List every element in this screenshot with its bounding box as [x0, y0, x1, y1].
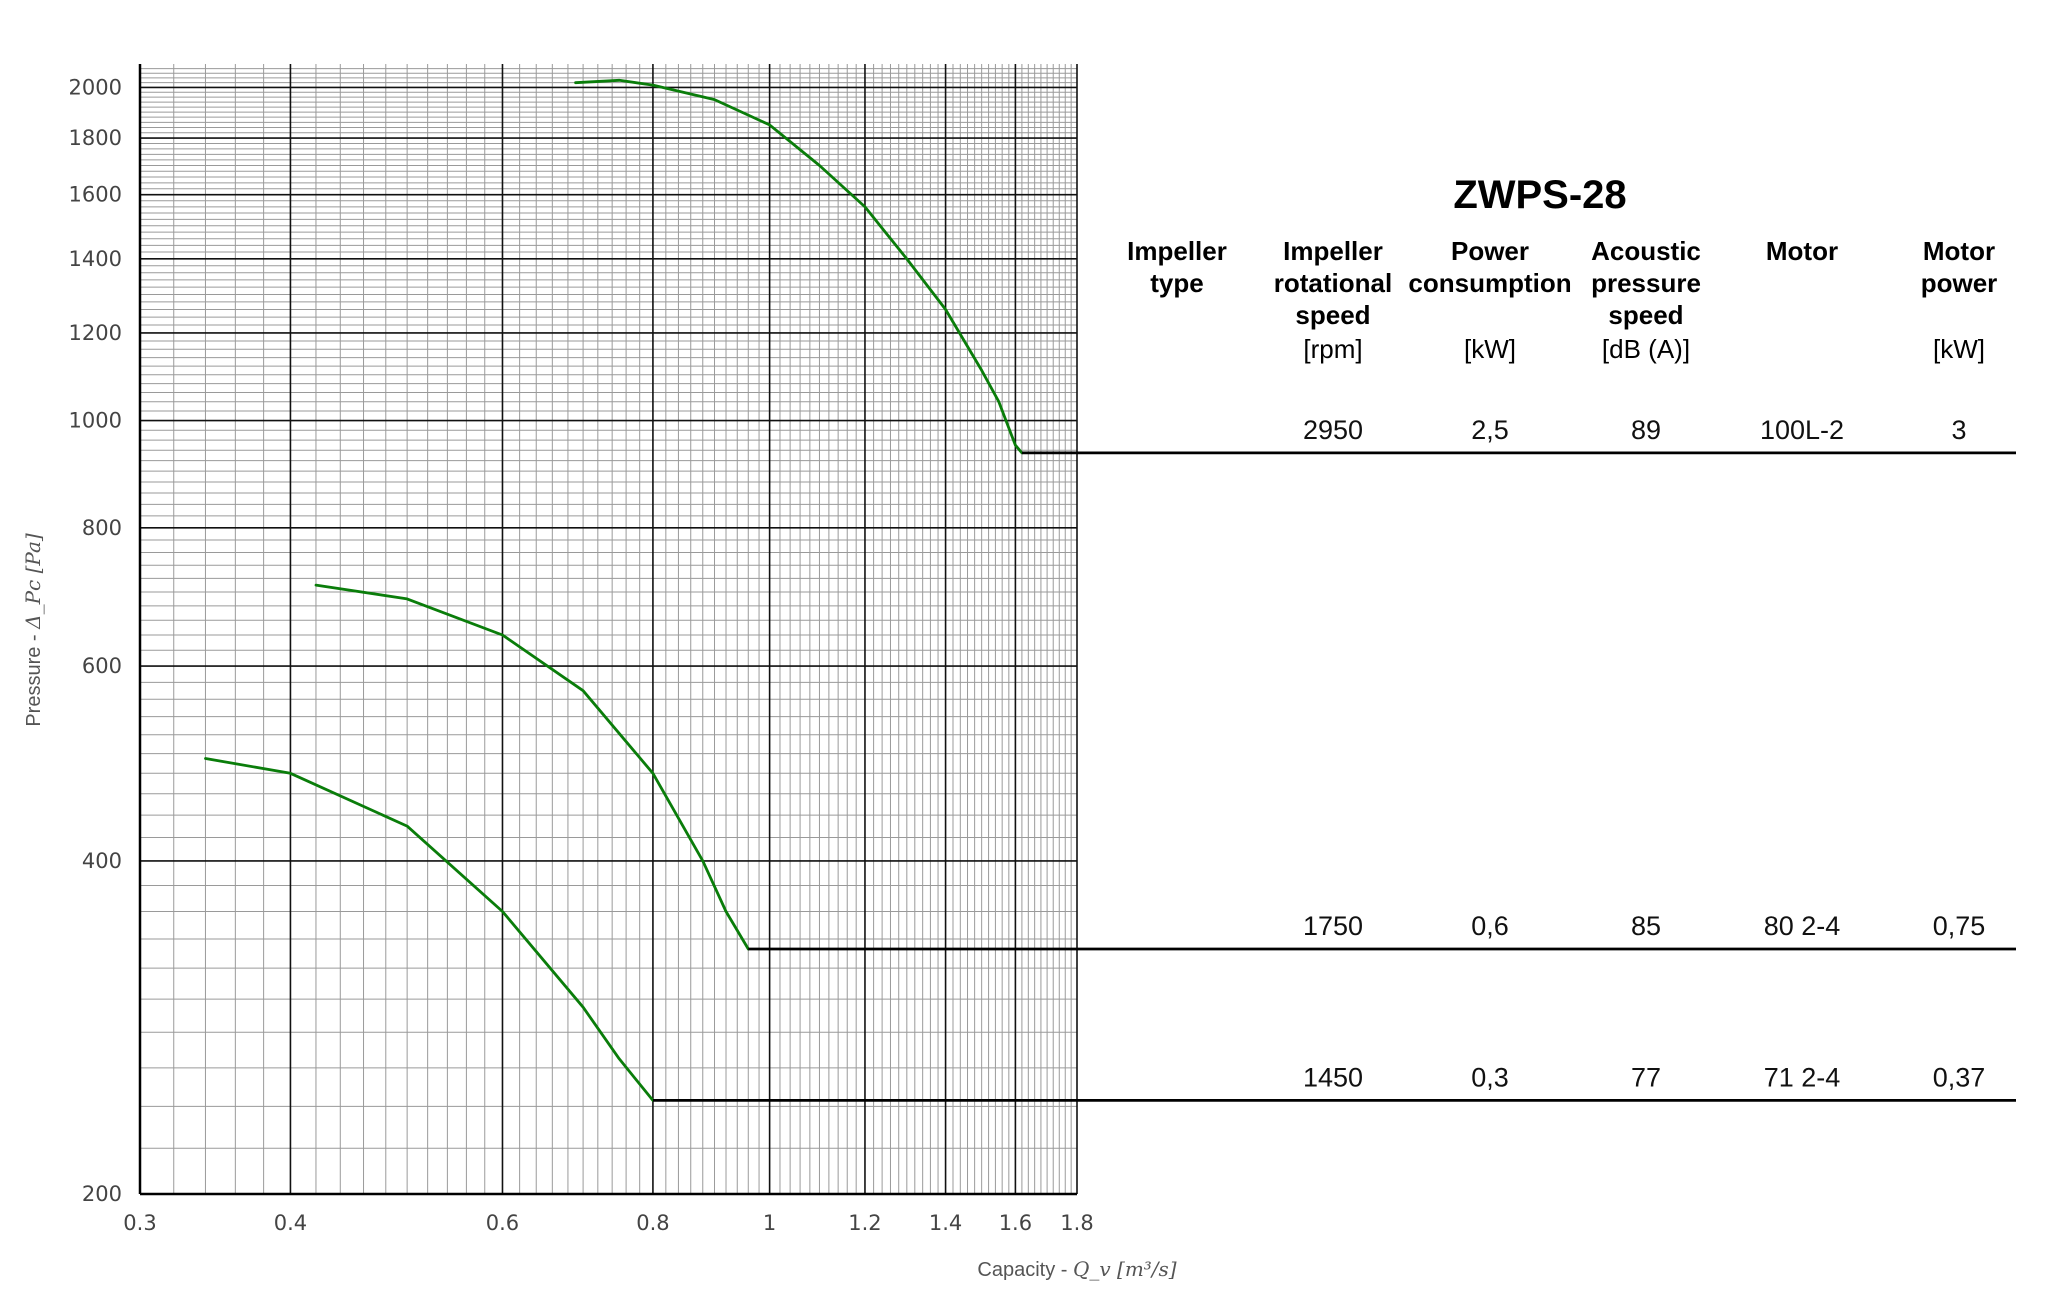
- column-header-line: pressure: [1591, 268, 1701, 298]
- column-header-line: rotational: [1274, 268, 1392, 298]
- y-tick-label: 1400: [69, 247, 122, 271]
- x-axis-title: Capacity - Q_v [m³/s]: [977, 1257, 1176, 1281]
- column-header-line: Power: [1451, 236, 1529, 266]
- table-cell-power: 0,3: [1471, 1062, 1509, 1092]
- y-tick-label: 1800: [69, 126, 122, 150]
- performance-curves: [204, 78, 1024, 1102]
- column-header-line: Motor: [1923, 236, 1995, 266]
- x-tick-label: 1.6: [999, 1211, 1032, 1235]
- x-tick-label: 1.2: [848, 1211, 881, 1235]
- column-header-line: consumption: [1408, 268, 1571, 298]
- x-tick-label: 0.4: [274, 1211, 307, 1235]
- table-cell-power: 0,6: [1471, 911, 1509, 941]
- x-tick-label: 1.8: [1060, 1211, 1093, 1235]
- curve-row-leader-lines: [652, 451, 2016, 1102]
- column-unit: [rpm]: [1303, 334, 1362, 364]
- column-unit: [dB (A)]: [1602, 334, 1690, 364]
- y-tick-label: 400: [82, 849, 122, 873]
- performance-curve: [574, 78, 1024, 455]
- minor-grid: [140, 64, 1077, 1194]
- column-unit: [kW]: [1464, 334, 1516, 364]
- table-cell-motor-power: 0,75: [1933, 911, 1986, 941]
- plot-axes: [138, 64, 1077, 1196]
- y-tick-labels: 200 400 600 800 1000 1200 1400 1600 1800 2000: [69, 75, 122, 1206]
- column-header: Motor: [1766, 236, 1838, 266]
- table-rows: 2950 2,5 89 100L-2 3 1750 0,6 85 80 2-4 0,75 1450 0…: [1303, 415, 1985, 1093]
- table-row: 2950 2,5 89 100L-2 3: [1303, 415, 1967, 445]
- column-header-line: Impeller: [1283, 236, 1383, 266]
- y-tick-label: 1000: [69, 409, 122, 433]
- column-header-line: Motor: [1766, 236, 1838, 266]
- column-header-line: speed: [1295, 300, 1370, 330]
- y-tick-label: 1200: [69, 321, 122, 345]
- performance-curve: [314, 583, 750, 951]
- table-cell-motor: 100L-2: [1760, 415, 1844, 445]
- table-cell-motor-power: 3: [1951, 415, 1966, 445]
- x-tick-label: 0.6: [486, 1211, 519, 1235]
- table-title: ZWPS-28: [1453, 173, 1626, 217]
- table-cell-motor: 71 2-4: [1764, 1062, 1841, 1092]
- x-tick-label: 1.4: [929, 1211, 962, 1235]
- column-header-line: power: [1921, 268, 1998, 298]
- y-tick-label: 200: [82, 1182, 122, 1206]
- table-cell-noise: 77: [1631, 1062, 1661, 1092]
- table-cell-motor: 80 2-4: [1764, 911, 1841, 941]
- table-header: ImpellertypeImpellerrotationalspeed[rpm]…: [1127, 236, 1997, 364]
- column-header-line: type: [1150, 268, 1203, 298]
- table-cell-motor-power: 0,37: [1933, 1062, 1986, 1092]
- column-header-line: Acoustic: [1591, 236, 1701, 266]
- x-tick-label: 1: [763, 1211, 776, 1235]
- table-cell-speed: 2950: [1303, 415, 1363, 445]
- table-cell-noise: 89: [1631, 415, 1661, 445]
- table-row: 1750 0,6 85 80 2-4 0,75: [1303, 911, 1985, 941]
- column-unit: [kW]: [1933, 334, 1985, 364]
- y-tick-label: 800: [82, 516, 122, 540]
- y-axis-title: Pressure - Δ_Pc [Pa]: [21, 533, 45, 727]
- x-tick-labels: 0.3 0.4 0.6 0.8 1 1.2 1.4 1.6 1.8: [123, 1211, 1093, 1235]
- table-row: 1450 0,3 77 71 2-4 0,37: [1303, 1062, 1985, 1092]
- major-grid: [140, 64, 1078, 1194]
- table-cell-speed: 1750: [1303, 911, 1363, 941]
- y-tick-label: 600: [82, 654, 122, 678]
- x-tick-label: 0.3: [123, 1211, 156, 1235]
- x-tick-label: 0.8: [636, 1211, 669, 1235]
- table-cell-noise: 85: [1631, 911, 1661, 941]
- y-tick-label: 1600: [69, 183, 122, 207]
- y-tick-label: 2000: [69, 75, 122, 99]
- table-cell-speed: 1450: [1303, 1062, 1363, 1092]
- column-header-line: Impeller: [1127, 236, 1227, 266]
- performance-curve: [204, 757, 655, 1102]
- table-cell-power: 2,5: [1471, 415, 1509, 445]
- column-header-line: speed: [1608, 300, 1683, 330]
